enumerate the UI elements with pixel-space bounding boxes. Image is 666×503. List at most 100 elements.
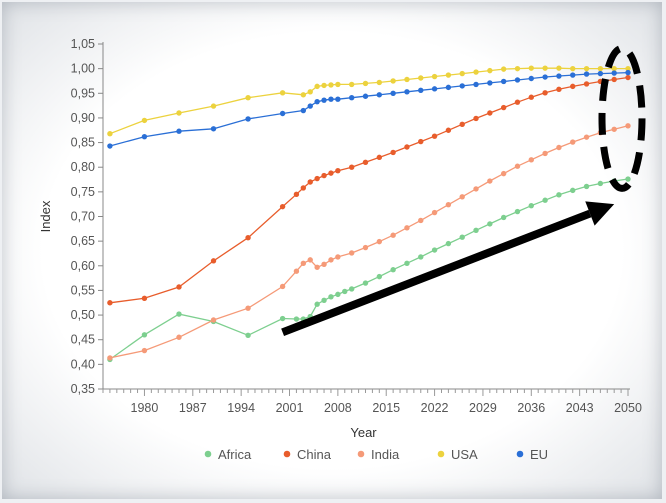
- y-axis-title: Index: [38, 200, 53, 232]
- data-point: [176, 284, 182, 290]
- data-point: [314, 301, 320, 307]
- data-point: [279, 203, 286, 210]
- data-point: [376, 273, 383, 280]
- data-point: [542, 65, 548, 71]
- x-axis-title: Year: [350, 425, 377, 440]
- data-point: [625, 74, 631, 81]
- data-point: [459, 121, 465, 128]
- data-point: [314, 264, 320, 270]
- data-point: [528, 65, 534, 71]
- legend-marker: [437, 450, 445, 458]
- data-point: [418, 254, 424, 260]
- data-point: [362, 159, 369, 165]
- data-point: [583, 71, 590, 77]
- data-point: [487, 178, 493, 184]
- data-point: [348, 81, 355, 88]
- data-point: [376, 238, 383, 245]
- data-point: [597, 70, 604, 77]
- legend-marker: [204, 450, 212, 458]
- data-point: [321, 82, 327, 89]
- data-point: [335, 96, 341, 102]
- data-point: [556, 65, 562, 71]
- data-point: [335, 291, 341, 298]
- data-point: [107, 131, 113, 137]
- legend-label: India: [371, 447, 400, 462]
- data-point: [597, 65, 604, 72]
- data-point: [293, 316, 300, 322]
- data-point: [473, 69, 479, 75]
- data-point: [459, 83, 465, 89]
- data-point: [279, 315, 286, 322]
- data-point: [210, 126, 217, 132]
- data-point: [293, 191, 300, 198]
- data-point: [570, 65, 576, 72]
- data-point: [342, 288, 348, 295]
- data-point: [362, 80, 369, 87]
- data-point: [459, 234, 465, 240]
- data-point: [611, 70, 617, 76]
- data-point: [431, 73, 438, 80]
- data-point: [279, 283, 286, 290]
- data-point: [328, 257, 334, 263]
- y-tick-label: 0,60: [71, 259, 95, 273]
- data-point: [328, 82, 334, 88]
- data-point: [625, 176, 631, 182]
- data-point: [328, 170, 334, 176]
- y-tick-label: 0,90: [71, 111, 95, 125]
- x-tick-label: 2022: [421, 401, 449, 415]
- data-point: [321, 97, 327, 103]
- data-point: [141, 295, 148, 302]
- data-point: [459, 70, 465, 77]
- data-point: [376, 79, 383, 86]
- data-point: [445, 72, 452, 78]
- legend-marker: [516, 450, 524, 458]
- x-tick-label: 2008: [324, 401, 352, 415]
- series-china: [107, 74, 631, 306]
- data-point: [418, 87, 424, 94]
- data-point: [245, 234, 251, 241]
- data-point: [348, 286, 355, 292]
- data-point: [473, 115, 479, 122]
- data-point: [625, 69, 631, 76]
- data-point: [431, 133, 438, 139]
- data-point: [583, 81, 590, 87]
- data-point: [542, 74, 548, 80]
- data-point: [176, 334, 182, 340]
- data-point: [348, 95, 355, 101]
- data-point: [335, 254, 341, 260]
- data-point: [611, 65, 617, 72]
- data-point: [390, 78, 396, 84]
- y-tick-label: 0,75: [71, 185, 95, 199]
- data-point: [279, 90, 286, 96]
- legend-label: Africa: [218, 447, 252, 462]
- y-tick-label: 0,95: [71, 86, 95, 100]
- x-tick-label: 2015: [372, 401, 400, 415]
- legend-marker: [283, 450, 291, 458]
- data-point: [362, 93, 369, 99]
- data-point: [500, 214, 507, 221]
- y-tick-label: 0,65: [71, 234, 95, 248]
- data-point: [556, 73, 562, 79]
- data-point: [210, 258, 217, 264]
- data-point: [611, 76, 617, 83]
- annotation-arrow-shaft: [281, 209, 592, 337]
- x-tick-label: 2029: [469, 401, 497, 415]
- x-tick-label: 1994: [227, 401, 255, 415]
- y-tick-label: 0,45: [71, 333, 95, 347]
- y-tick-label: 1,00: [71, 62, 95, 76]
- legend-marker: [357, 450, 365, 458]
- data-point: [404, 225, 410, 231]
- data-point: [528, 94, 534, 100]
- data-point: [335, 167, 341, 174]
- data-point: [300, 260, 307, 267]
- y-tick-label: 1,05: [71, 37, 95, 51]
- data-point: [245, 332, 251, 338]
- data-point: [321, 261, 327, 268]
- data-point: [514, 99, 521, 105]
- data-point: [431, 86, 438, 92]
- data-point: [611, 126, 617, 132]
- series-line: [109, 67, 628, 135]
- data-point: [514, 163, 521, 169]
- y-tick-label: 0,35: [71, 382, 95, 396]
